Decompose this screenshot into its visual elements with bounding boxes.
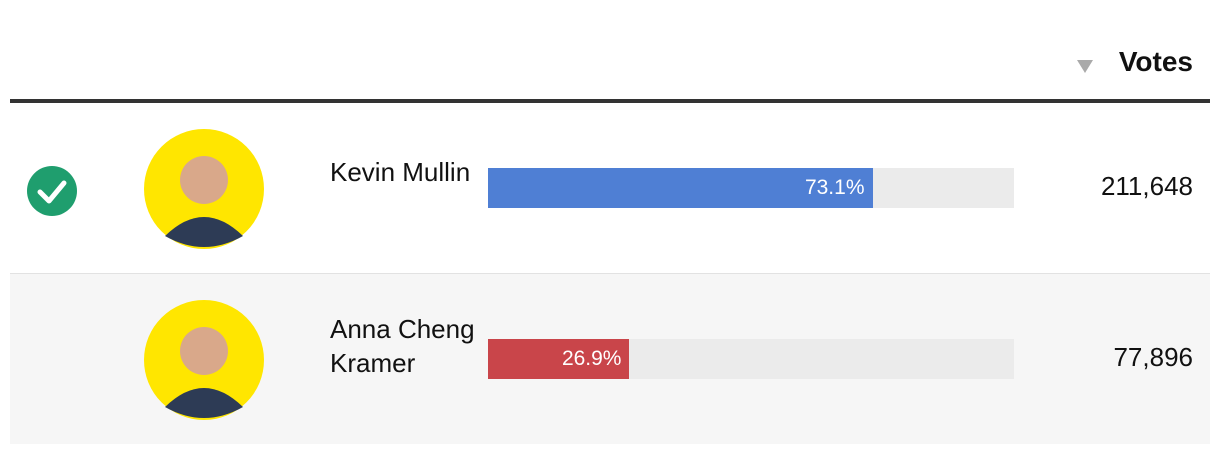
candidate-name: Kevin Mullin [330, 157, 471, 187]
header-rule [10, 99, 1210, 103]
winner-check [27, 166, 77, 216]
percent-label: 73.1% [804, 176, 865, 199]
candidate-row: Kevin Mullin 73.1% 211,648 [10, 103, 1210, 273]
sort-icon[interactable] [1076, 58, 1094, 74]
vote-bar: 26.9% [488, 339, 630, 379]
candidate-photo [144, 129, 264, 249]
votes-header[interactable]: Votes [1118, 46, 1193, 77]
bar-track: 26.9% [488, 339, 1014, 379]
candidate-name: Anna Cheng Kramer [330, 314, 475, 378]
percent-label: 26.9% [561, 347, 622, 370]
candidate-photo [144, 300, 264, 420]
candidate-row: Anna Cheng Kramer 26.9% 77,896 [10, 273, 1210, 444]
vote-bar: 73.1% [488, 168, 873, 208]
vote-count: 77,896 [1113, 342, 1193, 372]
vote-count: 211,648 [1100, 171, 1193, 201]
bar-track: 73.1% [488, 168, 1014, 208]
